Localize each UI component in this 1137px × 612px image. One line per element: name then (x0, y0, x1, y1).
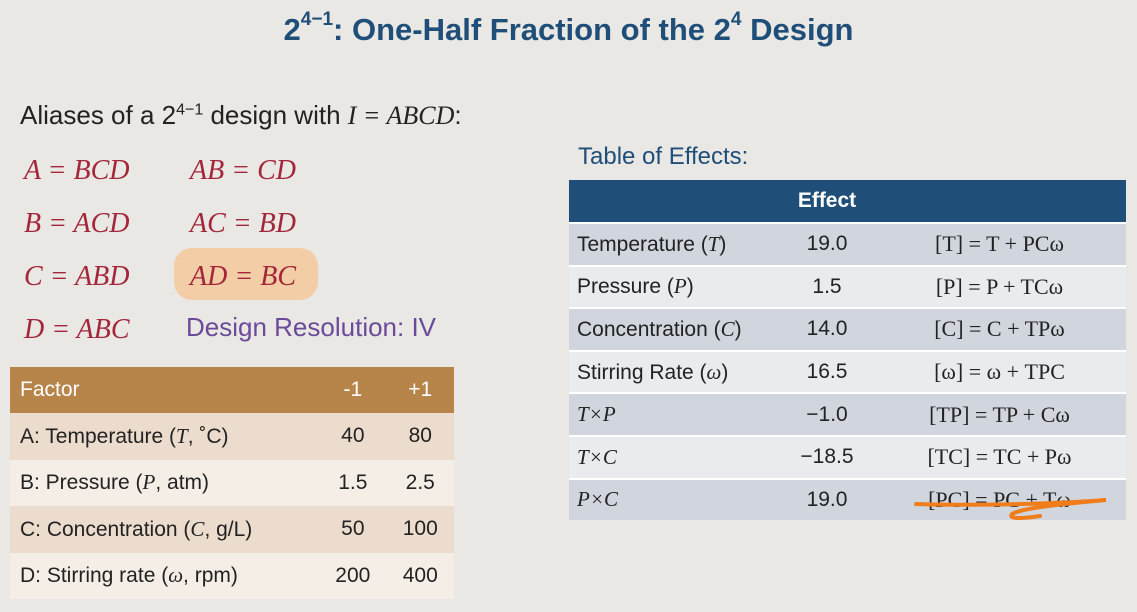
effects-table-header: Effect (569, 180, 1126, 223)
alias-ad: AD = BC (190, 261, 296, 292)
effect-value: −1.0 (781, 392, 873, 436)
effect-name: Temperature (T) (569, 222, 781, 266)
effect-alias: [TP] = TP + Cω (873, 392, 1126, 436)
table-row: Temperature (T) 19.0 [T] = T + PCω (569, 222, 1126, 266)
effect-value: 19.0 (781, 477, 873, 521)
header-effect: Effect (781, 180, 873, 223)
effect-value: 1.5 (781, 264, 873, 309)
factor-name: C: Concentration (C, g/L) (10, 506, 320, 553)
table-row: A: Temperature (T, ˚C) 40 80 (10, 413, 454, 460)
high-level: 100 (386, 506, 454, 553)
high-level: 80 (386, 413, 454, 460)
table-row: Stirring Rate (ω) 16.5 [ω] = ω + TPC (569, 349, 1126, 394)
table-row: C: Concentration (C, g/L) 50 100 (10, 506, 454, 553)
effect-alias: [P] = P + TCω (873, 264, 1126, 309)
alias-highlight (174, 248, 318, 300)
low-level: 50 (319, 506, 387, 553)
effect-name: Pressure (P) (569, 264, 781, 309)
table-row: T×C −18.5 [TC] = TC + Pω (569, 434, 1126, 479)
low-level: 1.5 (319, 459, 387, 506)
effect-name: Concentration (C) (569, 307, 781, 351)
factor-table-header: Factor -1 +1 (10, 367, 454, 413)
header-blank-right (873, 180, 1126, 223)
table-row: T×P −1.0 [TP] = TP + Cω (569, 392, 1126, 436)
table-row: P×C 19.0 [PC] = PC + Tω (569, 477, 1126, 521)
effect-alias: [C] = C + TPω (873, 307, 1126, 351)
alias-ac: AC = BD (190, 208, 296, 239)
effect-alias: [TC] = TC + Pω (873, 434, 1126, 479)
table-row: B: Pressure (P, atm) 1.5 2.5 (10, 459, 454, 506)
effect-alias: [PC] = PC + Tω (873, 477, 1126, 521)
alias-a: A = BCD (24, 155, 130, 186)
effect-name: T×P (569, 392, 781, 436)
header-low: -1 (319, 367, 387, 413)
header-factor: Factor (10, 367, 320, 413)
handwritten-underline-annotation (914, 498, 1107, 520)
table-row: Concentration (C) 14.0 [C] = C + TPω (569, 307, 1126, 351)
design-resolution: Design Resolution: IV (186, 312, 437, 342)
alias-intro: Aliases of a 24−1 design with I = ABCD: (20, 100, 462, 130)
alias-b: B = ACD (24, 208, 130, 239)
factor-name: B: Pressure (P, atm) (10, 459, 320, 506)
factor-table: Factor -1 +1 A: Temperature (T, ˚C) 40 8… (10, 367, 454, 599)
alias-d: D = ABC (24, 314, 130, 345)
effect-value: 19.0 (781, 222, 873, 266)
effects-table: Effect Temperature (T) 19.0 [T] = T + PC… (569, 180, 1126, 521)
low-level: 40 (319, 413, 387, 460)
effect-name: T×C (569, 434, 781, 479)
table-row: Pressure (P) 1.5 [P] = P + TCω (569, 264, 1126, 309)
low-level: 200 (319, 552, 387, 599)
high-level: 400 (386, 552, 454, 599)
effect-alias: [ω] = ω + TPC (873, 349, 1126, 394)
header-high: +1 (386, 367, 454, 413)
effect-value: 14.0 (781, 307, 873, 351)
factor-name: D: Stirring rate (ω, rpm) (10, 552, 320, 599)
alias-ab: AB = CD (190, 155, 296, 186)
effect-name: Stirring Rate (ω) (569, 349, 781, 394)
high-level: 2.5 (386, 459, 454, 506)
effect-alias: [T] = T + PCω (873, 222, 1126, 266)
alias-c: C = ABD (24, 261, 130, 292)
effect-name: P×C (569, 477, 781, 521)
header-blank-left (569, 180, 781, 223)
factor-name: A: Temperature (T, ˚C) (10, 413, 320, 460)
page-title: 24−1: One-Half Fraction of the 24 Design (283, 8, 854, 47)
effect-value: −18.5 (781, 434, 873, 479)
effects-table-label: Table of Effects: (578, 143, 749, 170)
effect-value: 16.5 (781, 349, 873, 394)
table-row: D: Stirring rate (ω, rpm) 200 400 (10, 552, 454, 599)
